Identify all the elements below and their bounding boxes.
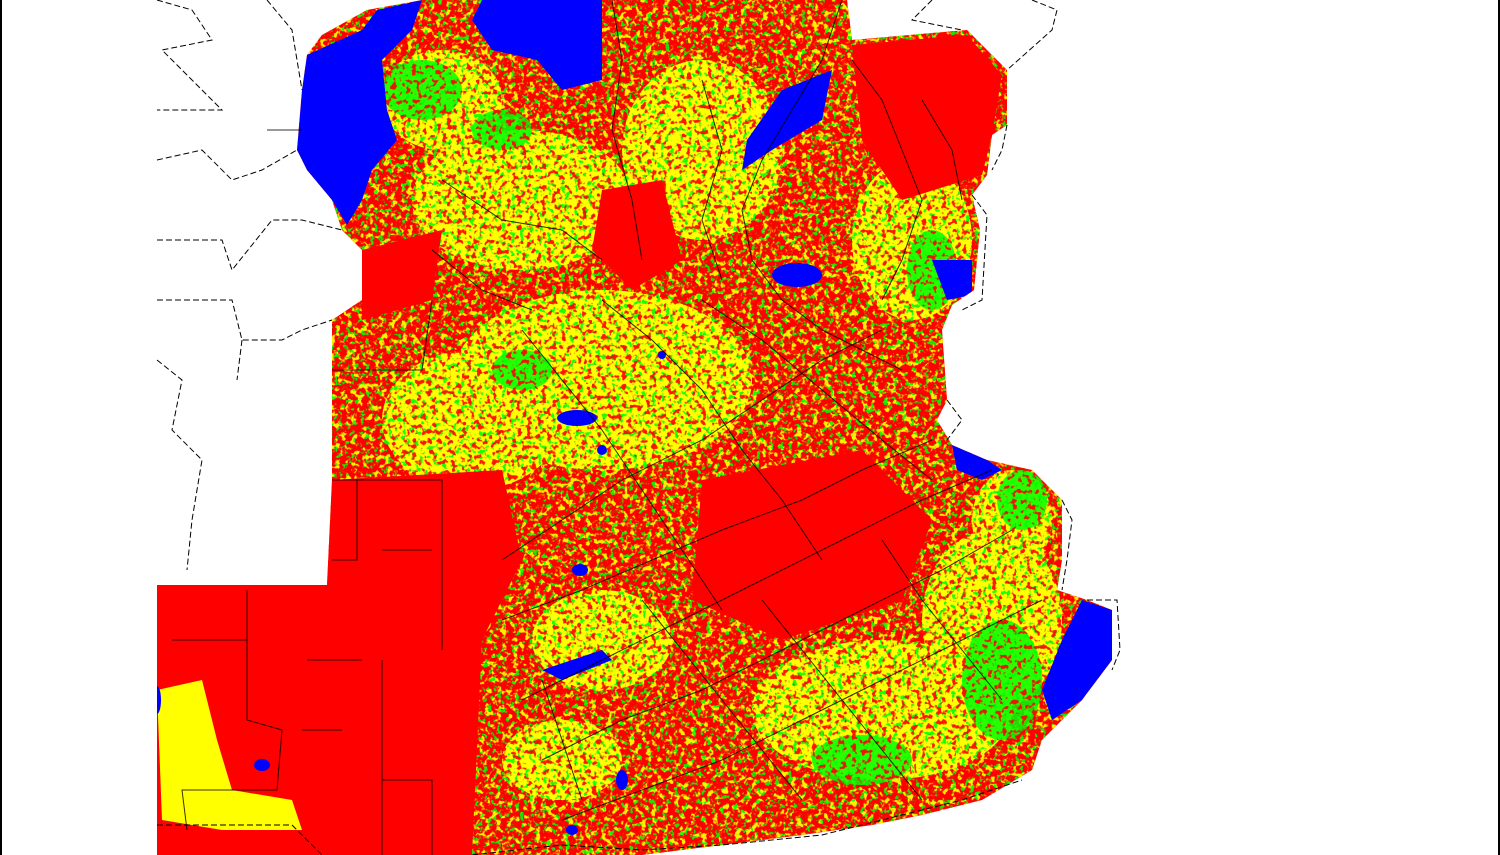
red-block-north bbox=[592, 180, 682, 290]
red-block-west bbox=[157, 470, 522, 855]
blue-zones bbox=[157, 0, 1112, 835]
red-block-northwest bbox=[362, 230, 442, 320]
admin-boundaries bbox=[156, 0, 1121, 855]
internal-boundaries bbox=[172, 0, 1043, 855]
yellow-patch-southwest bbox=[157, 680, 302, 830]
red-block-east bbox=[852, 35, 1002, 200]
